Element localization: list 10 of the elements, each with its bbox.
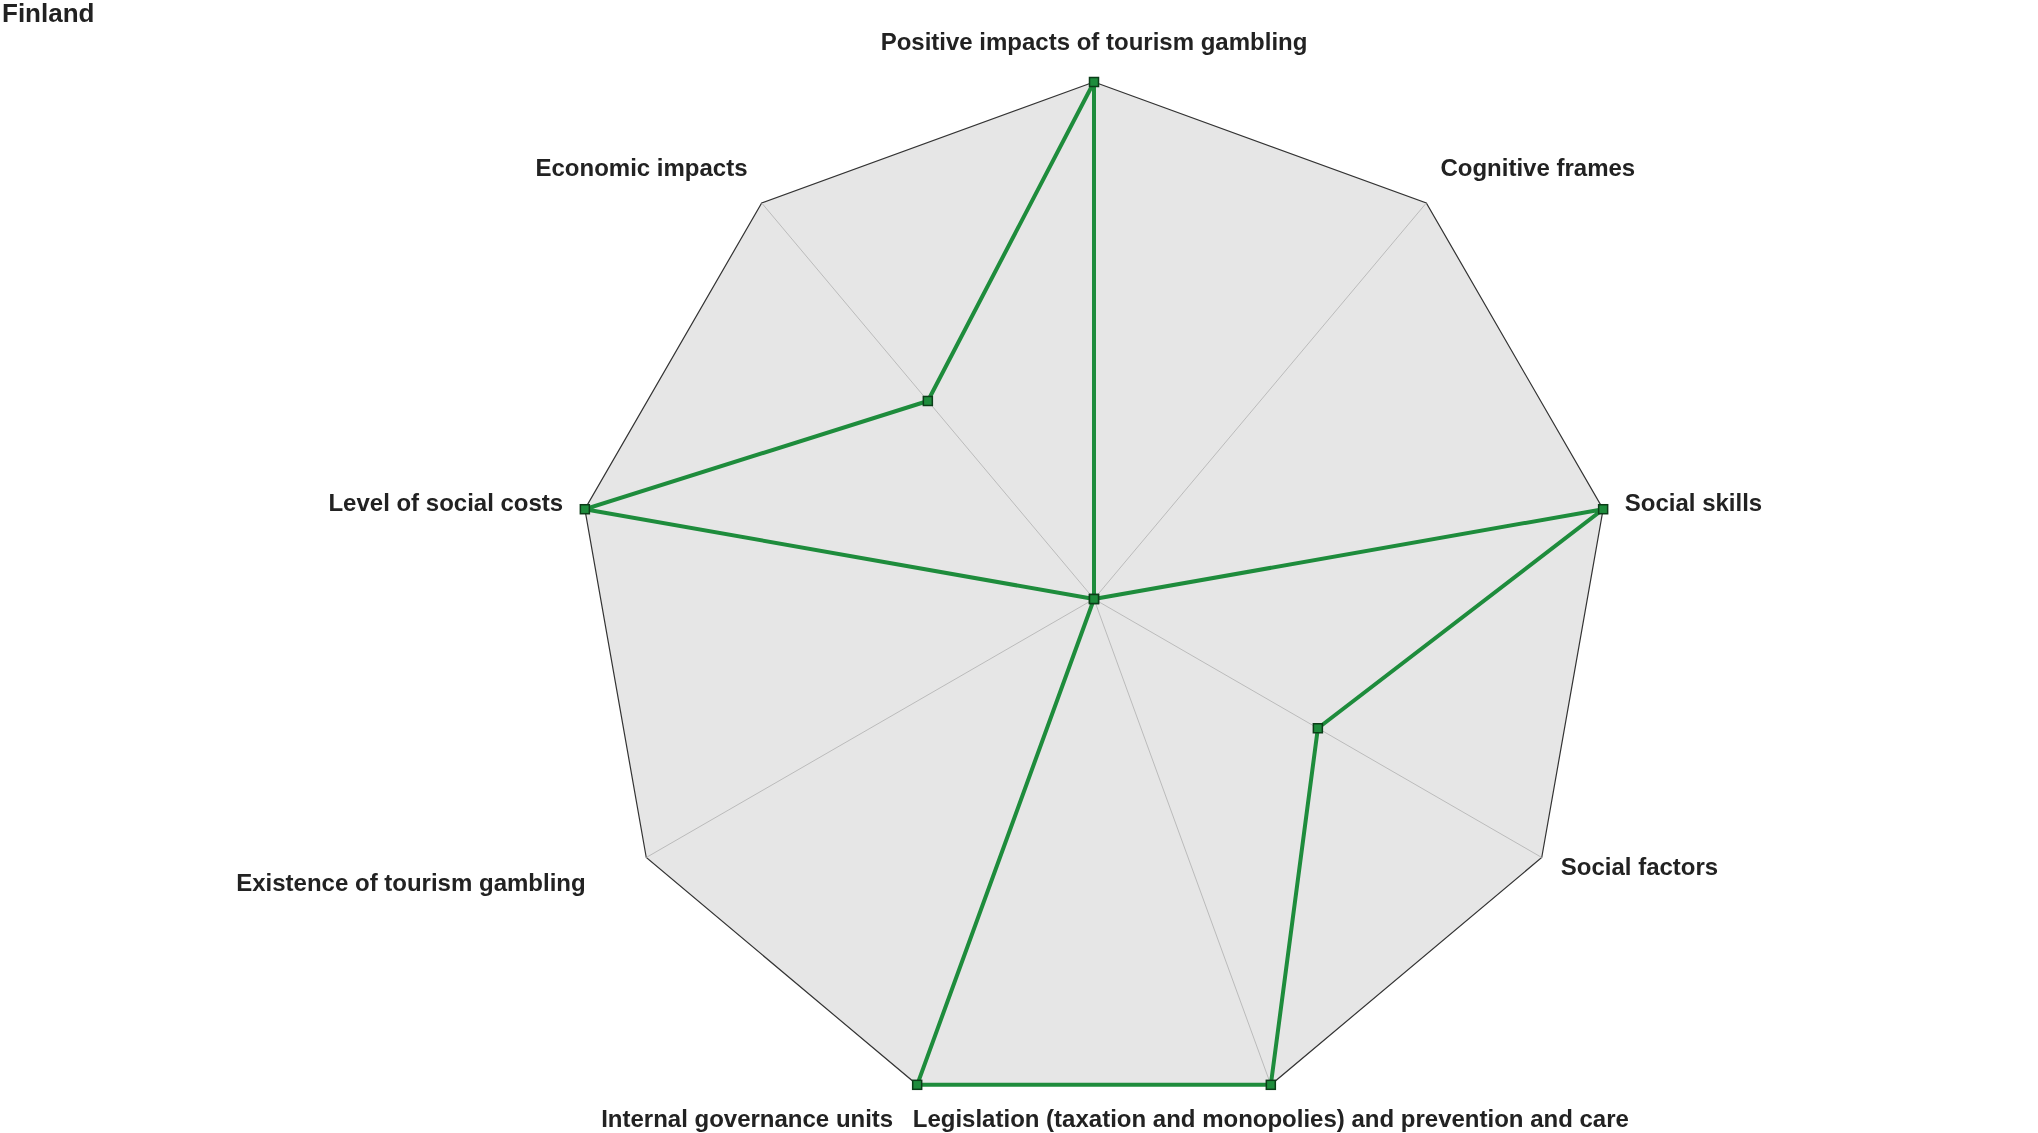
- spoke-label: Social skills: [1624, 489, 1763, 517]
- spoke-label: Internal governance units: [601, 1105, 894, 1133]
- spoke-label: Social factors: [1560, 852, 1719, 880]
- spoke-label: Cognitive frames: [1440, 154, 1636, 182]
- spoke-label: Legislation (taxation and monopolies) and prevention and care: [912, 1105, 1629, 1133]
- spoke-label: Economic impacts: [535, 154, 748, 182]
- spoke-label: Level of social costs: [328, 489, 564, 517]
- spoke-label: Positive impacts of tourism gambling: [880, 28, 1308, 55]
- spoke-label: Existence of tourism gambling: [236, 868, 586, 896]
- chart-title: Finland: [2, 0, 95, 28]
